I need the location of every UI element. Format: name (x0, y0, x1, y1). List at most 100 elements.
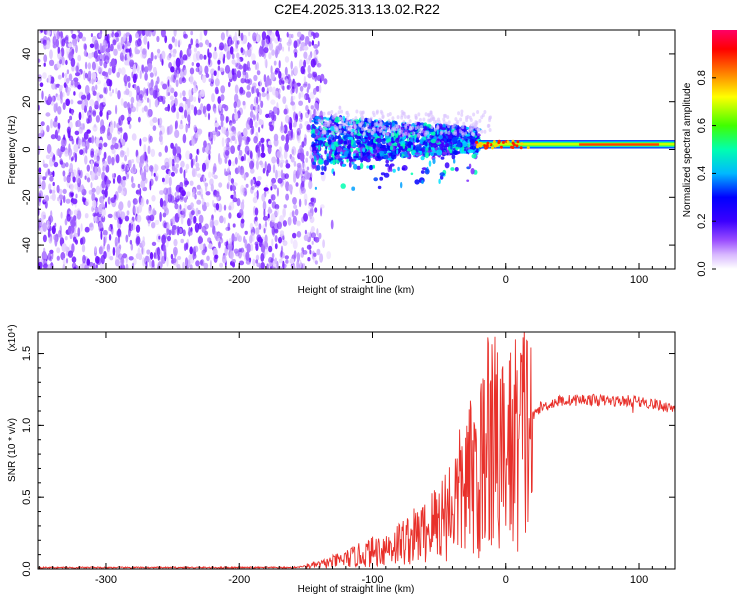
noise-cell (227, 165, 230, 176)
noise-cell (198, 65, 203, 72)
noise-cell (217, 232, 223, 238)
noise-cell (196, 109, 202, 116)
noise-cell (214, 46, 217, 52)
noise-cell (152, 125, 157, 131)
band-cell (351, 186, 356, 191)
noise-cell (280, 250, 283, 258)
noise-cell (219, 42, 225, 51)
noise-cell (115, 154, 120, 164)
noise-cell (322, 239, 325, 249)
noise-cell (130, 243, 134, 251)
noise-cell (309, 231, 312, 239)
noise-cell (62, 170, 66, 177)
noise-cell (258, 126, 261, 133)
noise-cell (135, 49, 140, 55)
noise-cell (62, 188, 67, 195)
band-halo-cell (469, 123, 473, 128)
noise-cell (163, 187, 169, 195)
noise-cell (192, 169, 198, 177)
noise-cell (159, 211, 162, 222)
band-halo-cell (402, 120, 406, 124)
noise-cell (85, 199, 90, 206)
noise-cell (180, 160, 185, 168)
noise-cell (293, 160, 297, 167)
band-cell (382, 154, 389, 160)
noise-cell (208, 56, 211, 65)
noise-cell (106, 243, 111, 253)
noise-cell (230, 145, 236, 155)
noise-cell (233, 101, 237, 109)
band-halo-cell (366, 123, 370, 128)
band-halo-cell (368, 119, 372, 124)
noise-cell (66, 213, 71, 222)
noise-cell (55, 102, 58, 111)
noise-cell (56, 184, 60, 194)
noise-cell (298, 100, 303, 106)
band-halo-cell (320, 119, 324, 124)
band-halo-cell (380, 111, 384, 116)
noise-cell (98, 204, 103, 215)
noise-cell (120, 114, 125, 121)
band-halo-cell (444, 129, 448, 134)
band-cell (360, 152, 363, 158)
noise-cell (42, 176, 47, 181)
tone-spark (492, 140, 496, 144)
noise-cell (46, 125, 50, 133)
noise-cell (169, 124, 173, 134)
noise-cell (282, 220, 287, 227)
noise-cell (100, 231, 103, 240)
noise-cell (263, 228, 266, 234)
noise-cell (64, 149, 69, 157)
tone-spark (506, 140, 510, 144)
noise-cell (68, 43, 73, 48)
noise-cell (256, 151, 260, 161)
band-halo-cell (465, 118, 469, 123)
noise-cell (187, 218, 191, 227)
noise-cell (178, 186, 184, 193)
noise-cell (260, 162, 264, 168)
band-cell (311, 119, 315, 123)
noise-cell (104, 55, 110, 65)
noise-cell (101, 71, 107, 76)
band-cell (430, 139, 437, 144)
band-cell (347, 153, 350, 159)
noise-cell (119, 52, 124, 61)
noise-cell (199, 243, 204, 251)
noise-cell (238, 249, 242, 259)
band-halo-cell (488, 118, 492, 123)
noise-cell (147, 109, 153, 117)
tone-spark (491, 146, 494, 150)
noise-cell (104, 188, 108, 198)
noise-cell (75, 72, 80, 77)
noise-cell (192, 191, 195, 198)
band-cell (327, 139, 332, 145)
noise-cell (195, 207, 199, 217)
noise-cell (46, 144, 52, 154)
band-cell (368, 164, 374, 171)
noise-cell (156, 35, 160, 43)
band-halo-cell (396, 115, 400, 120)
band-halo-cell (348, 126, 351, 131)
noise-cell (149, 258, 152, 268)
noise-cell (301, 180, 305, 187)
noise-cell (254, 220, 259, 227)
band-cell (451, 136, 458, 143)
noise-cell (280, 121, 283, 132)
noise-cell (185, 124, 188, 133)
noise-cell (204, 223, 209, 230)
band-cell (389, 168, 393, 172)
noise-cell (298, 198, 302, 208)
noise-cell (123, 90, 127, 95)
noise-cell (247, 149, 252, 154)
noise-cell (68, 152, 71, 161)
noise-cell (131, 182, 136, 189)
noise-cell (257, 176, 262, 181)
noise-cell (282, 46, 285, 52)
noise-cell (261, 92, 267, 98)
noise-cell (110, 144, 115, 151)
noise-cell (255, 88, 259, 94)
noise-cell (53, 161, 59, 168)
noise-cell (312, 71, 318, 78)
band-halo-cell (417, 133, 420, 137)
noise-cell (302, 68, 306, 75)
